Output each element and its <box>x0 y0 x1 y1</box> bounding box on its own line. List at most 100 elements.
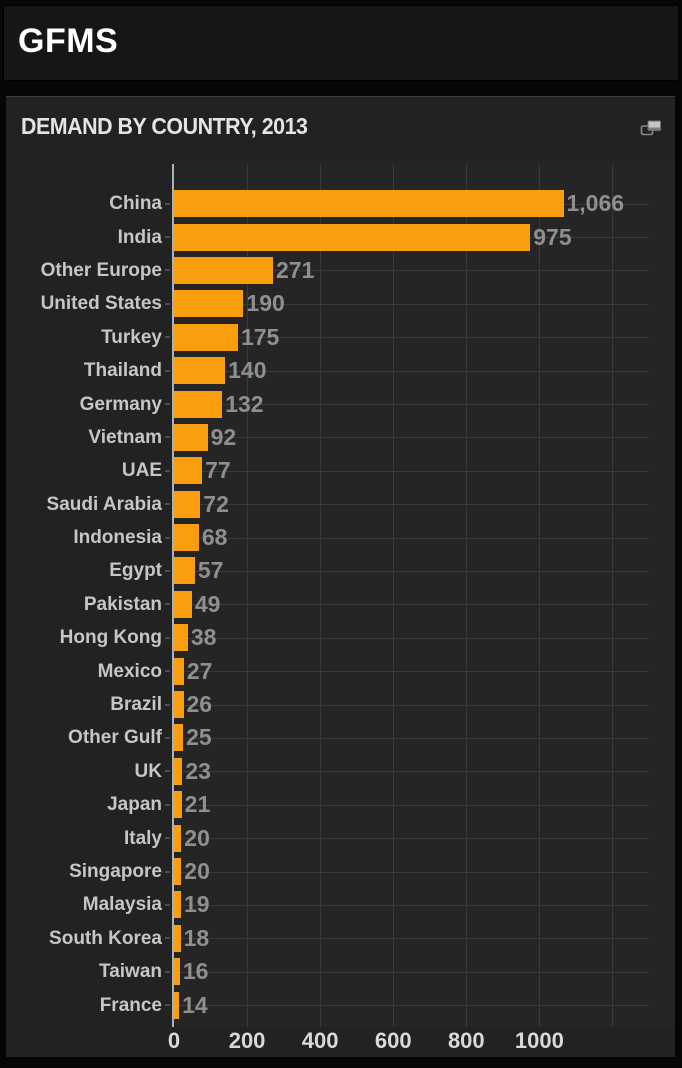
row-gridline <box>174 804 649 806</box>
category-tick <box>165 503 170 506</box>
bar[interactable] <box>174 390 223 418</box>
bar-value-label: 18 <box>183 924 210 951</box>
panel-title: DEMAND BY COUNTRY, 2013 <box>21 113 308 139</box>
axis-tick-label: 400 <box>301 1028 339 1053</box>
category-tick <box>165 536 170 539</box>
category-tick <box>165 636 170 639</box>
bar[interactable] <box>174 457 203 485</box>
bar-track: 92 <box>174 421 649 454</box>
export-button[interactable] <box>640 119 662 137</box>
axis-tick-label: 1000 <box>514 1028 564 1053</box>
bar-value-label: 27 <box>186 657 213 684</box>
category-tick <box>165 202 170 205</box>
chart-row: Japan 21 <box>6 788 675 821</box>
bar[interactable] <box>174 357 226 385</box>
x-gridline <box>247 164 249 1027</box>
x-gridline <box>612 164 614 1027</box>
chart-row: China 1,066 <box>6 187 675 220</box>
bar-value-label: 21 <box>184 791 211 818</box>
bar-track: 132 <box>174 387 649 420</box>
bar[interactable] <box>174 791 182 819</box>
row-gridline <box>174 838 649 840</box>
bar[interactable] <box>174 958 180 986</box>
bar[interactable] <box>174 691 184 719</box>
row-gridline <box>174 938 649 940</box>
bar[interactable] <box>174 190 564 218</box>
bar[interactable] <box>174 891 181 919</box>
bar-track: 14 <box>174 988 649 1021</box>
category-label: UK <box>134 760 162 782</box>
bar-track: 26 <box>174 688 649 721</box>
row-gridline <box>174 637 649 639</box>
bar-value-label: 271 <box>276 256 315 283</box>
row-gridline <box>174 504 649 506</box>
axis-tick-label: 0 <box>167 1028 181 1053</box>
bar-value-label: 175 <box>240 323 280 350</box>
bar[interactable] <box>174 624 188 652</box>
bar-track: 140 <box>174 354 649 387</box>
bar[interactable] <box>174 423 208 451</box>
category-label: India <box>117 226 162 248</box>
bar[interactable] <box>174 757 183 785</box>
category-label: South Korea <box>49 927 162 949</box>
export-icon <box>640 120 661 136</box>
row-gridline <box>174 1005 649 1007</box>
bar-value-label: 25 <box>186 724 212 751</box>
bar[interactable] <box>174 590 192 618</box>
category-tick <box>165 736 170 739</box>
bar-track: 16 <box>174 955 649 988</box>
chart-row: Taiwan 16 <box>6 955 675 988</box>
bar[interactable] <box>174 256 274 284</box>
chart-row: Pakistan 49 <box>6 588 675 621</box>
category-label: Indonesia <box>73 527 162 549</box>
bar[interactable] <box>174 824 182 852</box>
bar[interactable] <box>174 924 181 952</box>
bar[interactable] <box>174 223 531 251</box>
row-gridline <box>174 904 649 906</box>
bar[interactable] <box>174 524 199 552</box>
axis-tick-label: 800 <box>447 1028 485 1053</box>
bar[interactable] <box>174 290 244 318</box>
category-tick <box>165 1004 170 1007</box>
category-label: Egypt <box>109 560 162 582</box>
category-tick <box>165 269 170 272</box>
bar-value-label: 77 <box>205 457 231 484</box>
bar-value-label: 26 <box>186 691 213 718</box>
bar[interactable] <box>174 991 180 1019</box>
bar-track: 18 <box>174 922 649 955</box>
row-gridline <box>174 537 649 539</box>
bar-value-label: 49 <box>194 590 221 617</box>
category-tick <box>165 403 170 406</box>
row-gridline <box>174 871 649 873</box>
bar[interactable] <box>174 557 195 585</box>
bar[interactable] <box>174 490 201 518</box>
bar[interactable] <box>174 858 182 885</box>
chart-area: China 1,066 India 975 Other Europe 271 United … <box>6 159 675 1027</box>
x-gridline <box>320 164 322 1027</box>
category-tick <box>165 302 170 305</box>
bar[interactable] <box>174 657 184 685</box>
bar-track: 190 <box>174 287 649 320</box>
bar-track: 77 <box>174 454 649 487</box>
bar-value-label: 38 <box>190 624 217 651</box>
bar-value-label: 20 <box>184 824 210 851</box>
plot-gridlines <box>174 164 649 1027</box>
chart-row: Singapore 20 <box>6 855 675 888</box>
bar-track: 38 <box>174 621 649 654</box>
category-label: United States <box>40 293 162 315</box>
bar-value-label: 1,066 <box>566 190 625 217</box>
bar-track: 72 <box>174 488 649 521</box>
bar-track: 1,066 <box>174 187 649 220</box>
chart-row: South Korea 18 <box>6 922 675 955</box>
bar-value-label: 140 <box>228 357 267 384</box>
category-tick <box>165 236 170 239</box>
bar[interactable] <box>174 323 238 351</box>
category-tick <box>165 603 170 606</box>
row-gridline <box>174 671 649 673</box>
y-axis-line <box>172 164 174 1027</box>
category-label: Turkey <box>101 326 162 348</box>
category-label: Germany <box>79 393 162 415</box>
bar[interactable] <box>174 724 184 752</box>
x-gridline <box>393 164 395 1027</box>
category-label: Malaysia <box>82 894 162 916</box>
